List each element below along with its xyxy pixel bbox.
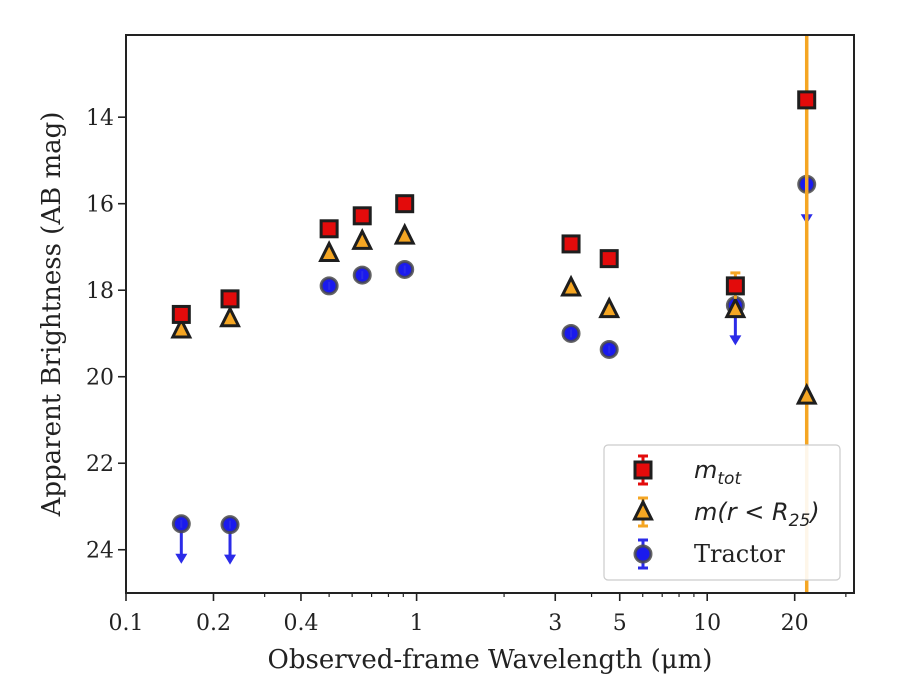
data-point — [393, 222, 416, 245]
data-point — [598, 296, 621, 319]
legend-label: mtot — [694, 456, 742, 489]
x-tick-label: 0.2 — [196, 611, 231, 636]
legend-marker — [633, 544, 653, 564]
data-point — [351, 227, 374, 250]
legend-entry: mtot — [633, 454, 742, 489]
y-tick-label: 24 — [86, 539, 114, 564]
legend-marker — [632, 498, 654, 521]
data-layer — [170, 35, 818, 593]
legend-label: Tractor — [694, 540, 785, 568]
legend-entry: Tractor — [633, 538, 785, 570]
data-point — [319, 219, 339, 239]
data-point — [220, 289, 240, 309]
upper-limit-arrowhead — [729, 335, 742, 346]
y-axis-label: Apparent Brightness (AB mag) — [37, 112, 67, 518]
series-square-group — [171, 90, 817, 324]
x-tick-label: 3 — [548, 611, 562, 636]
data-point — [171, 304, 191, 324]
x-tick-label: 1 — [410, 611, 424, 636]
legend-entry: m(r < R25) — [632, 496, 820, 531]
data-point — [599, 249, 619, 269]
x-tick-label: 10 — [693, 611, 721, 636]
data-point — [795, 382, 818, 405]
y-tick-label: 22 — [86, 452, 114, 477]
data-point — [560, 274, 582, 297]
data-point — [318, 240, 341, 262]
legend-marker — [633, 460, 653, 480]
plot-frame — [125, 34, 855, 594]
y-tick-label: 18 — [86, 279, 114, 304]
upper-limit-arrowhead — [175, 553, 188, 564]
x-tick-label: 0.4 — [283, 611, 318, 636]
y-tick-label: 14 — [86, 106, 114, 131]
y-tick-label: 20 — [86, 366, 114, 391]
data-point — [797, 90, 817, 110]
data-point — [395, 194, 415, 214]
upper-limit-arrowhead — [224, 554, 237, 565]
data-point — [724, 296, 747, 319]
data-point — [725, 276, 745, 296]
data-point — [170, 316, 193, 339]
x-tick-label: 5 — [613, 611, 627, 636]
legend-label: m(r < R25) — [694, 498, 820, 531]
ticks-layer: 0.1 0.2 0.4 1 3 5 10 20 14 16 18 20 22 24 — [86, 106, 847, 636]
data-point — [219, 305, 241, 328]
data-point — [352, 206, 372, 226]
x-tick-label: 20 — [781, 611, 809, 636]
x-tick-label: 0.1 — [109, 611, 144, 636]
legend: mtot m(r < R25) Tractor — [603, 444, 841, 581]
x-axis-label: Observed-frame Wavelength (μm) — [268, 645, 713, 675]
y-tick-label: 16 — [86, 193, 114, 218]
data-point — [561, 234, 581, 254]
legend-box — [603, 444, 841, 581]
